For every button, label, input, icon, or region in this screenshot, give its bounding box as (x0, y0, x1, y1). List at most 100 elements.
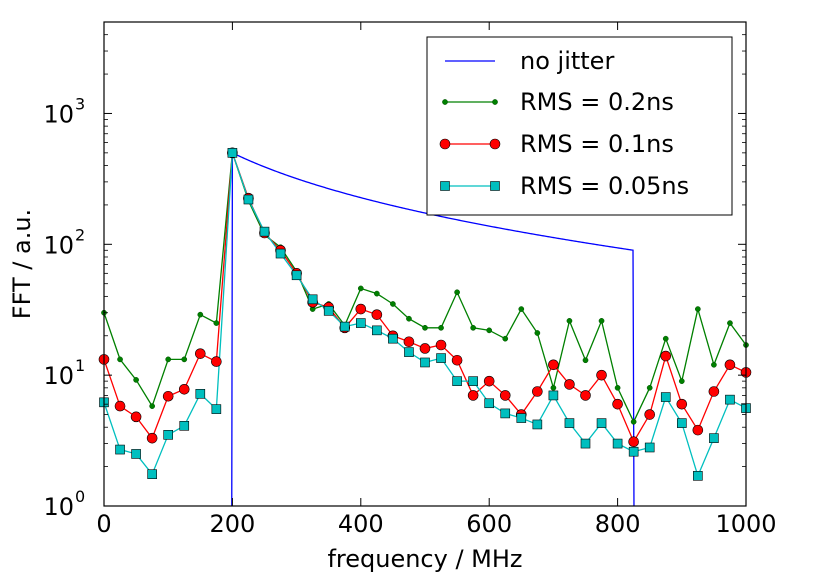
y-tick-exponent: 3 (75, 94, 85, 113)
data-point (468, 376, 478, 386)
data-point (419, 343, 431, 354)
data-point (727, 320, 733, 326)
data-point (660, 392, 671, 402)
data-point (499, 390, 511, 401)
legend-label-rms-0-05: RMS = 0.05ns (520, 172, 689, 200)
data-point (582, 357, 589, 364)
plot-frame (103, 21, 747, 507)
legend-box (426, 36, 733, 216)
data-point (646, 384, 653, 391)
data-point (630, 418, 637, 425)
data-point (500, 408, 511, 419)
data-point (614, 384, 621, 391)
data-point (711, 361, 717, 368)
y-tick-label: 10 (43, 231, 74, 259)
x-tick-label: 400 (338, 510, 384, 538)
data-point (355, 303, 367, 315)
data-point (406, 315, 412, 322)
y-tick-label: 10 (43, 493, 74, 521)
data-point (532, 419, 543, 430)
data-point (114, 400, 126, 412)
x-tick-label: 800 (595, 510, 641, 538)
data-point (323, 306, 334, 316)
data-point (195, 348, 206, 359)
data-point (259, 226, 270, 237)
data-point (181, 356, 188, 363)
data-point (483, 375, 495, 387)
data-point (213, 320, 220, 326)
data-point (628, 436, 639, 448)
data-point (130, 411, 142, 423)
data-point (678, 378, 685, 384)
data-point (692, 424, 704, 436)
data-point (117, 356, 123, 363)
data-point (676, 398, 688, 410)
x-axis: 0 200 400 600 800 1000 (96, 22, 777, 538)
data-point (146, 432, 158, 444)
data-point (454, 289, 460, 296)
data-point (243, 194, 254, 205)
legend-marker-rms-0-1-left (439, 138, 451, 150)
data-point (534, 330, 541, 336)
data-point (612, 438, 623, 449)
legend-label-no-jitter: no jitter (520, 47, 614, 75)
data-point (115, 444, 125, 455)
data-point (486, 327, 493, 334)
data-point (339, 321, 350, 332)
legend-marker-rms-0-2-right (492, 99, 498, 105)
data-point (693, 471, 703, 481)
data-point (644, 409, 656, 420)
x-tick-label: 1000 (715, 510, 776, 538)
data-point (709, 433, 719, 443)
legend-marker-rms-0-05-right (490, 181, 500, 191)
data-point (357, 285, 364, 292)
data-point (564, 379, 575, 390)
data-point (502, 335, 509, 342)
y-axis-label: FFT / a.u. (8, 209, 36, 319)
data-point (467, 390, 479, 401)
data-point (564, 418, 575, 428)
data-point (147, 469, 157, 479)
data-point (598, 318, 605, 324)
data-point (307, 294, 318, 305)
legend-label-rms-0-1: RMS = 0.1ns (520, 130, 674, 158)
y-tick-label: 10 (43, 362, 74, 390)
y-tick-exponent: 1 (75, 356, 85, 375)
data-point (165, 356, 172, 363)
data-point (163, 430, 173, 440)
data-point (532, 386, 543, 397)
data-point (724, 359, 736, 371)
data-point (211, 356, 222, 367)
data-point (612, 398, 623, 410)
data-point (676, 418, 687, 428)
data-point (275, 248, 286, 259)
data-point (162, 390, 174, 402)
x-tick-label: 600 (466, 510, 512, 538)
data-point (374, 290, 380, 297)
data-point (451, 354, 463, 366)
y-tick-label: 10 (43, 100, 74, 128)
data-point (435, 339, 447, 351)
data-point (695, 306, 701, 312)
data-point (596, 369, 607, 381)
legend-marker-rms-0-1-right (489, 138, 501, 150)
x-tick-label: 200 (209, 510, 255, 538)
data-point (422, 324, 428, 331)
data-point (548, 390, 559, 401)
legend-marker-rms-0-05-left (440, 181, 450, 191)
data-point (131, 449, 141, 459)
data-point (580, 390, 591, 401)
data-point (195, 389, 206, 399)
data-point (355, 318, 366, 328)
legend-label-rms-0-2: RMS = 0.2ns (520, 88, 674, 116)
data-point (596, 418, 607, 428)
data-point (371, 309, 383, 320)
data-point (403, 336, 415, 348)
data-point (550, 384, 557, 391)
legend: no jitter RMS = 0.2ns RMS = 0.1ns RMS = … (426, 36, 733, 216)
data-point (291, 270, 302, 281)
data-point (566, 318, 573, 324)
data-point (390, 301, 396, 307)
